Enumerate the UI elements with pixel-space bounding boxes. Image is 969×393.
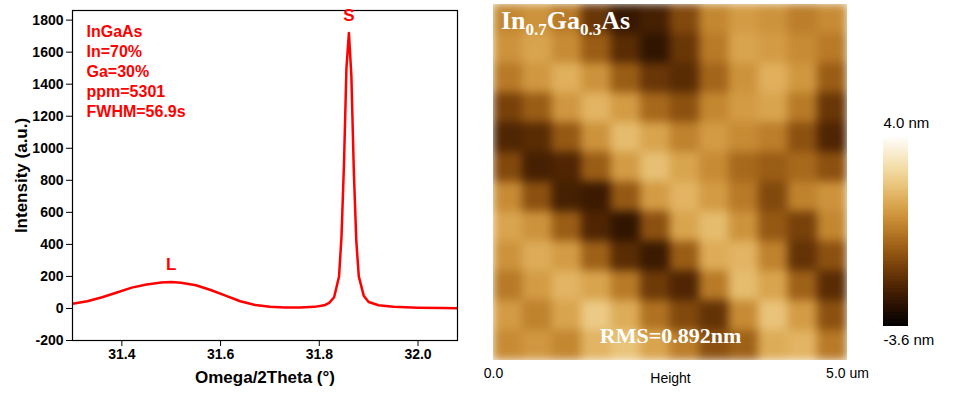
svg-text:800: 800 xyxy=(40,172,64,188)
svg-text:200: 200 xyxy=(40,268,64,284)
html-text:In0.7Ga0.3As: In0.7Ga0.3As xyxy=(501,6,631,40)
svg-text:0: 0 xyxy=(56,300,64,316)
svg-text:400: 400 xyxy=(40,236,64,252)
svg-text:Intensity (a.u.): Intensity (a.u.) xyxy=(12,118,31,233)
svg-text:32.0: 32.0 xyxy=(404,346,431,362)
svg-text:InGaAsIn=70%Ga=30%ppm=5301FWHM: InGaAsIn=70%Ga=30%ppm=5301FWHM=56.9s xyxy=(87,23,186,120)
svg-text:31.6: 31.6 xyxy=(207,346,234,362)
svg-text:600: 600 xyxy=(40,204,64,220)
svg-text:0.0: 0.0 xyxy=(484,365,504,381)
svg-text:31.8: 31.8 xyxy=(306,346,333,362)
svg-text:Height: Height xyxy=(650,370,691,386)
svg-text:-3.6 nm: -3.6 nm xyxy=(884,331,935,348)
svg-text:RMS=0.892nm: RMS=0.892nm xyxy=(600,323,742,348)
svg-text:1000: 1000 xyxy=(32,140,63,156)
svg-text:Omega/2Theta (°): Omega/2Theta (°) xyxy=(195,368,335,387)
svg-text:-200: -200 xyxy=(35,332,63,348)
svg-text:1800: 1800 xyxy=(32,12,63,28)
svg-text:L: L xyxy=(166,255,176,274)
svg-text:1200: 1200 xyxy=(32,108,63,124)
svg-text:1400: 1400 xyxy=(32,76,63,92)
svg-text:5.0 um: 5.0 um xyxy=(826,365,869,381)
svg-text:31.4: 31.4 xyxy=(108,346,135,362)
svg-text:4.0 nm: 4.0 nm xyxy=(884,114,930,131)
svg-text:S: S xyxy=(343,6,354,25)
svg-text:1600: 1600 xyxy=(32,44,63,60)
